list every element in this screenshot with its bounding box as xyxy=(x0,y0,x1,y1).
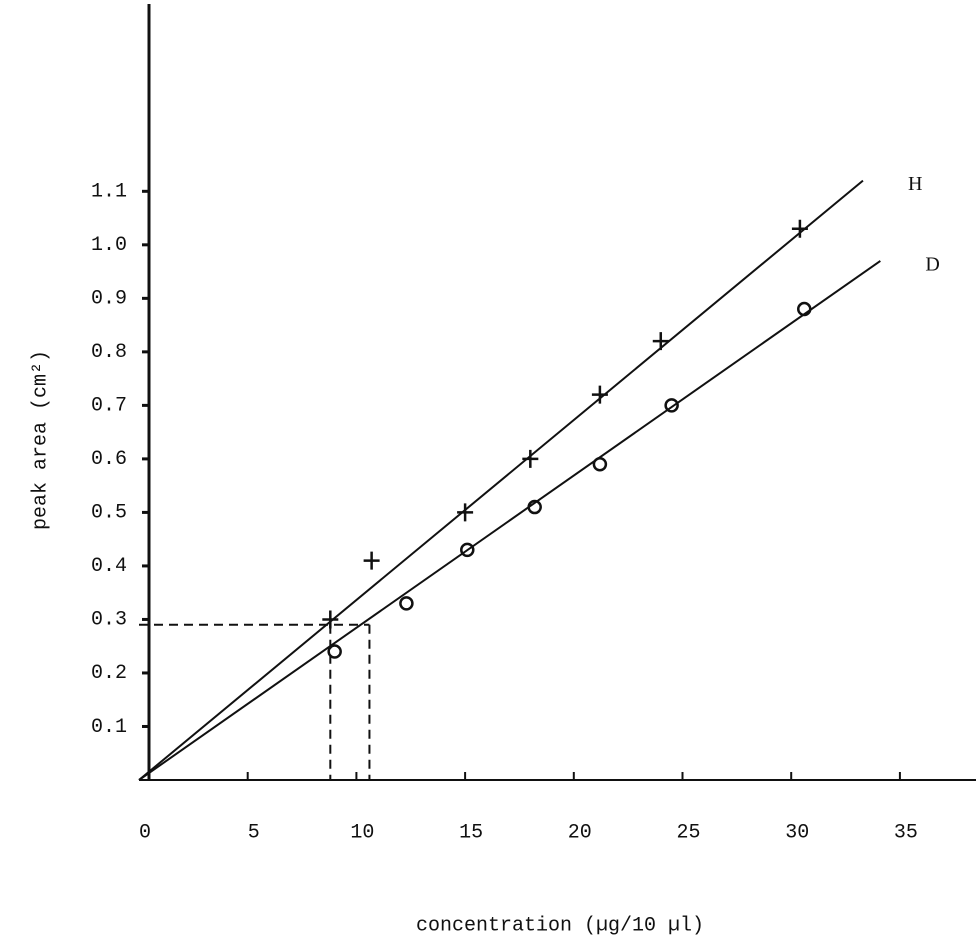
x-tick-label: 15 xyxy=(459,821,483,844)
plus-marker xyxy=(791,219,808,238)
circle-marker xyxy=(460,542,475,558)
data-point xyxy=(652,332,669,351)
plus-marker xyxy=(363,551,380,570)
data-point xyxy=(527,499,542,515)
fit-line xyxy=(138,260,881,781)
data-point xyxy=(522,449,539,468)
x-tick-label: 25 xyxy=(676,821,700,844)
circle-marker xyxy=(527,499,542,515)
data-point xyxy=(591,385,608,404)
plus-marker xyxy=(652,332,669,351)
y-tick-label: 0.6 xyxy=(91,448,127,471)
plus-marker xyxy=(591,385,608,404)
circle-marker xyxy=(664,398,679,413)
y-tick-label: 0.9 xyxy=(91,288,127,311)
fit-line xyxy=(138,179,864,781)
plus-marker xyxy=(522,449,539,468)
y-tick-label: 0.8 xyxy=(91,341,127,364)
y-tick-label: 0.2 xyxy=(91,662,127,685)
y-tick-label: 0.1 xyxy=(91,716,127,739)
data-point xyxy=(322,610,339,629)
x-tick-label: 30 xyxy=(785,821,809,844)
circle-marker xyxy=(797,301,812,317)
data-point xyxy=(797,301,812,317)
plus-marker xyxy=(457,503,474,522)
data-point xyxy=(460,542,475,558)
y-tick-label: 0.4 xyxy=(91,555,127,578)
x-tick-label: 20 xyxy=(568,821,592,844)
series-label: H xyxy=(908,173,922,195)
y-tick-label: 1.1 xyxy=(91,181,127,204)
y-tick-label: 0.5 xyxy=(91,502,127,525)
x-tick-label: 0 xyxy=(139,821,151,844)
data-point xyxy=(363,551,380,570)
circle-marker xyxy=(399,596,414,611)
y-axis-label: peak area (cm²) xyxy=(29,350,52,530)
y-tick-label: 0.3 xyxy=(91,609,127,632)
series-label: D xyxy=(925,253,939,275)
data-point xyxy=(399,596,414,611)
x-tick-label: 5 xyxy=(248,821,260,844)
x-axis-label: concentration (µg/10 µl) xyxy=(416,914,704,937)
data-point xyxy=(327,644,342,659)
circle-marker xyxy=(327,644,342,659)
circle-marker xyxy=(592,456,608,472)
x-tick-label: 35 xyxy=(894,821,918,844)
y-tick-label: 0.7 xyxy=(91,395,127,418)
data-point xyxy=(592,456,608,472)
data-point xyxy=(457,503,474,522)
plus-marker xyxy=(322,610,339,629)
data-point xyxy=(791,219,808,238)
y-tick-label: 1.0 xyxy=(91,234,127,257)
data-point xyxy=(664,398,679,413)
x-tick-label: 10 xyxy=(350,821,374,844)
